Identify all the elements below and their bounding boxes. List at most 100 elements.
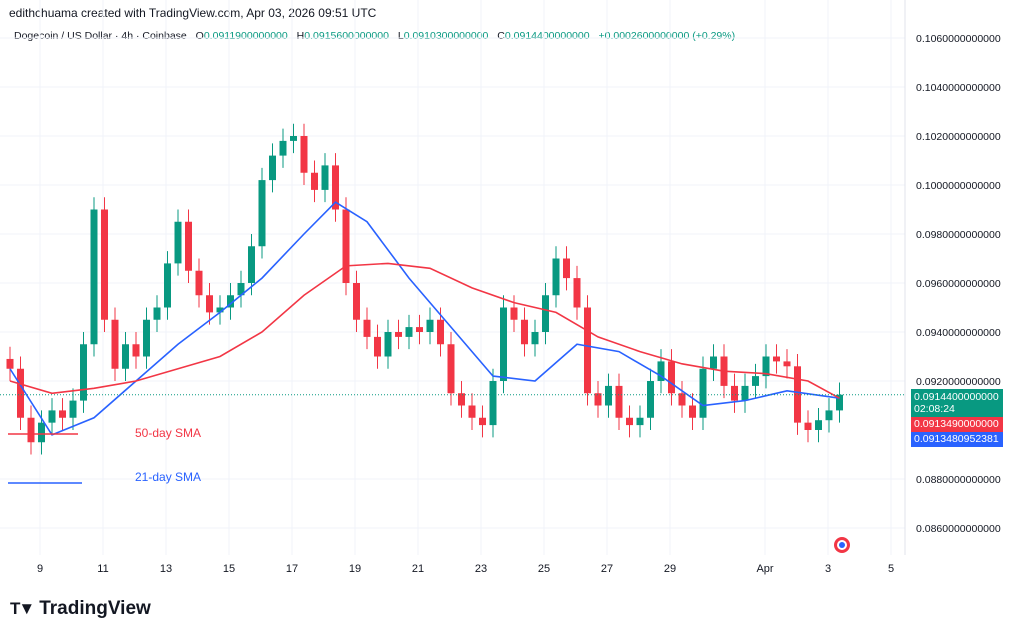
sma21-price-tag: 0.0913480952381 <box>911 432 1003 447</box>
candle <box>17 356 24 430</box>
x-tick-label: 25 <box>538 563 550 575</box>
candle <box>279 128 287 168</box>
candle <box>321 153 329 203</box>
candle <box>59 398 66 430</box>
sma50-line <box>9 262 840 399</box>
candle <box>6 346 14 381</box>
candle <box>762 344 770 389</box>
candle <box>353 270 360 332</box>
last-price-tag: 0.0914400000000 02:08:24 <box>911 389 1003 417</box>
candle <box>363 307 371 350</box>
candle <box>164 251 171 320</box>
y-tick-label: 0.1000000000000 <box>916 180 1001 192</box>
candle <box>794 354 801 435</box>
x-tick-label: 21 <box>412 563 424 575</box>
candle <box>48 398 56 435</box>
candle <box>773 344 780 374</box>
candle <box>111 307 119 381</box>
candle <box>594 381 602 418</box>
candle <box>185 209 192 283</box>
low-value: 0.0910300000000 <box>403 30 489 42</box>
x-tick-label: 9 <box>37 563 43 575</box>
candle <box>710 344 717 381</box>
candle <box>573 265 581 320</box>
candle <box>584 295 591 406</box>
open-label: O <box>195 30 204 42</box>
candle <box>815 407 822 443</box>
x-tick-label: 19 <box>349 563 361 575</box>
tv-logo-icon: T▼ <box>10 599 35 618</box>
candle <box>384 319 392 369</box>
last-price: 0.0914400000000 <box>914 391 999 403</box>
candle <box>699 356 707 430</box>
x-tick-label: 5 <box>888 563 894 575</box>
candle <box>395 319 402 350</box>
candle <box>90 197 98 357</box>
x-tick-label: 11 <box>97 563 108 575</box>
candle <box>531 319 539 357</box>
x-tick-label: 15 <box>223 563 235 575</box>
tradingview-logo[interactable]: T▼ TradingView <box>10 598 151 620</box>
x-tick-label: 27 <box>601 563 613 575</box>
us-flag-event-icon[interactable] <box>834 537 850 553</box>
candle <box>458 381 465 418</box>
candle <box>300 123 308 185</box>
candle <box>269 143 276 193</box>
candle <box>668 349 675 406</box>
candle <box>500 295 507 394</box>
close-label: C <box>497 30 505 42</box>
x-tick-label: 23 <box>475 563 487 575</box>
candle <box>153 295 161 332</box>
brand-name: TradingView <box>39 598 151 619</box>
symbol-legend: Dogecoin / US Dollar · 4h · Coinbase O0.… <box>14 30 741 42</box>
close-value: 0.0914400000000 <box>504 30 590 42</box>
candle <box>122 332 129 381</box>
y-tick-label: 0.1040000000000 <box>916 82 1001 94</box>
candle <box>290 123 297 154</box>
candle <box>206 283 213 325</box>
candle <box>227 283 234 320</box>
high-value: 0.0915600000000 <box>304 30 389 42</box>
x-tick-label: 3 <box>825 563 831 575</box>
candle <box>605 373 612 418</box>
sma50-price-tag: 0.0913490000000 <box>911 417 1003 432</box>
chart-credit: edithchuama created with TradingView.com… <box>9 6 377 20</box>
candle <box>405 314 413 350</box>
candle <box>27 405 35 455</box>
candle <box>69 388 77 430</box>
candle <box>143 307 150 369</box>
y-tick-label: 0.0920000000000 <box>916 376 1001 388</box>
candle <box>542 283 549 345</box>
candle <box>836 382 843 423</box>
candle <box>563 246 570 291</box>
symbol-name[interactable]: Dogecoin / US Dollar · 4h · Coinbase <box>14 30 187 42</box>
candle <box>510 295 518 332</box>
candle <box>689 393 696 430</box>
candle <box>521 307 528 357</box>
y-tick-label: 0.0960000000000 <box>916 278 1001 290</box>
candle <box>479 405 486 438</box>
candle <box>416 314 423 345</box>
candle <box>101 197 108 332</box>
x-tick-label: 17 <box>286 563 298 575</box>
candle <box>825 398 833 433</box>
high-label: H <box>296 30 305 42</box>
sma50-label: 50-day SMA <box>135 426 201 440</box>
candle <box>80 332 87 413</box>
x-tick-label: Apr <box>756 563 773 575</box>
candle <box>195 258 203 308</box>
candle <box>678 381 686 418</box>
candle <box>374 324 381 369</box>
x-tick-label: 29 <box>664 563 676 575</box>
candle <box>615 373 623 430</box>
bar-countdown: 02:08:24 <box>914 403 955 415</box>
x-tick-label: 13 <box>160 563 172 575</box>
candle <box>174 209 182 276</box>
open-value: 0.0911900000000 <box>203 30 288 42</box>
candle <box>752 363 759 399</box>
y-tick-label: 0.1020000000000 <box>916 131 1001 143</box>
candle <box>258 167 266 259</box>
candle <box>783 349 791 379</box>
change-value: +0.0002600000000 (+0.29%) <box>598 30 736 42</box>
